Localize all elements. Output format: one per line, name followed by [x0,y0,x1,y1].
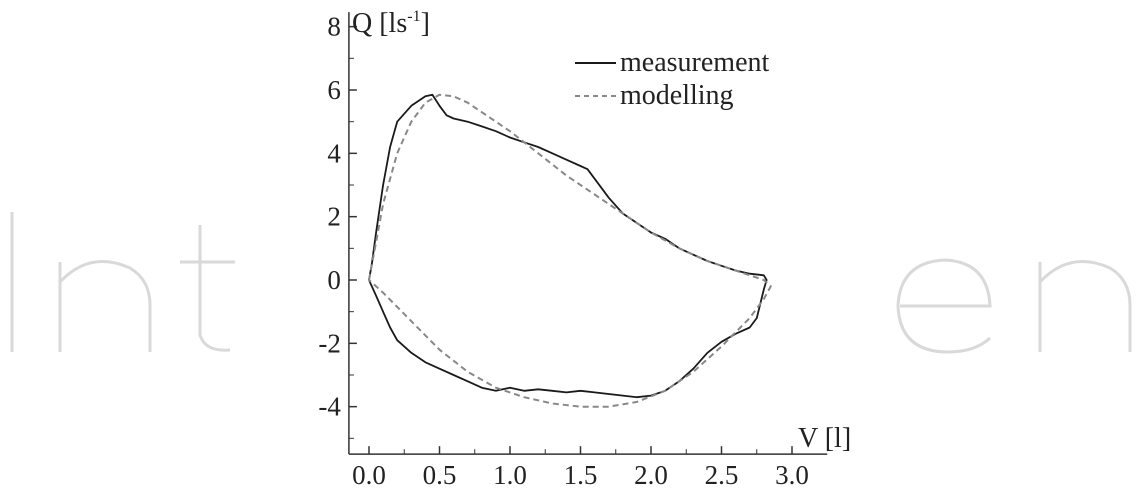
y-tick-label: 2 [327,202,341,232]
x-tick-label: 0.5 [423,460,457,490]
y-tick-label: 8 [327,12,341,42]
y-axis-label-close: ] [421,8,430,39]
y-axis-label-main: Q [ls [352,8,407,39]
y-tick-label: -2 [318,328,341,358]
y-axis-ticks: 8 6 4 2 0 -2 -4 [318,12,357,439]
y-tick-label: 0 [327,265,341,295]
x-axis-label: V [l] [798,423,851,454]
x-axis-ticks: 0.0 0.5 1.0 1.5 2.0 2.5 3.0 [352,446,809,490]
series-line-measurement [368,93,768,399]
legend-modelling-label: modelling [620,80,734,111]
x-tick-label: 2.0 [634,460,668,490]
legend-measurement-label: measurement [620,47,769,78]
y-tick-label: -4 [318,392,341,422]
series-group [368,93,772,408]
x-tick-label: 3.0 [775,460,809,490]
y-tick-label: 4 [327,138,341,168]
y-axis-label-sup: -1 [407,8,420,25]
x-tick-label: 0.0 [352,460,386,490]
x-tick-label: 2.5 [705,460,739,490]
series-line-modelling [368,93,772,408]
axes [348,12,828,455]
x-tick-label: 1.5 [564,460,598,490]
y-tick-label: 6 [327,75,341,105]
x-tick-label: 1.0 [493,460,527,490]
legend: measurement modelling [575,47,769,111]
y-axis-label: Q [ls-1] [352,8,430,39]
